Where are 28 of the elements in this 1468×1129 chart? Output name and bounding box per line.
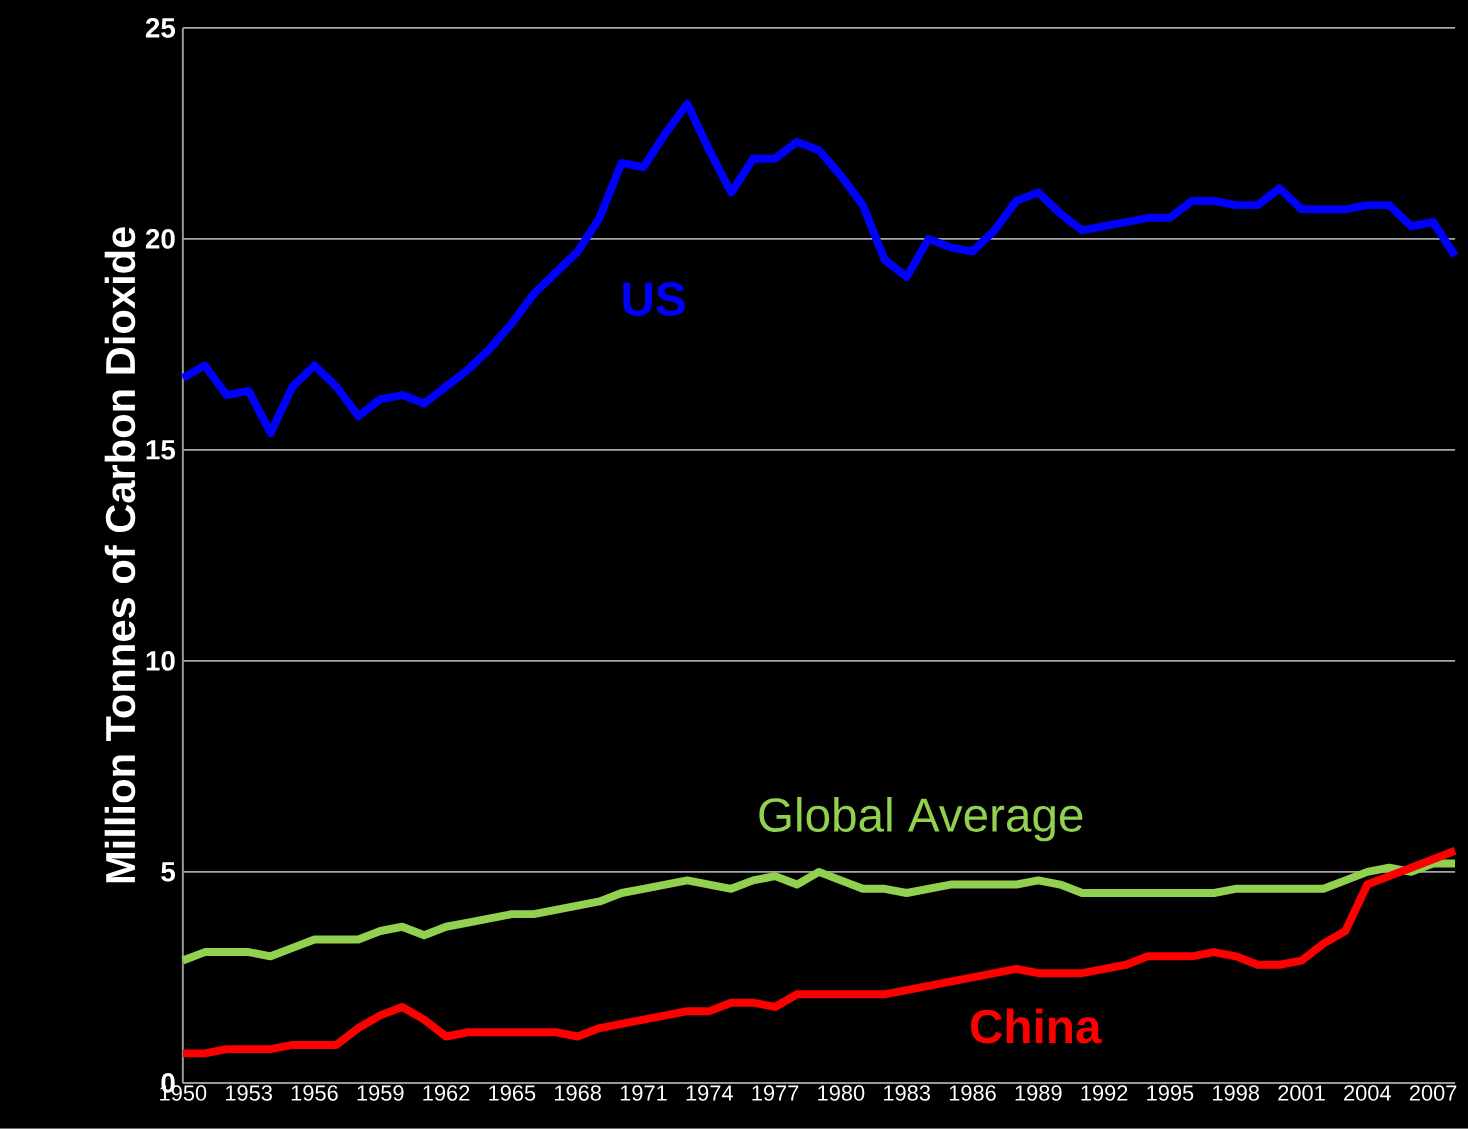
x-tick-label: 1968 — [555, 1085, 601, 1101]
x-tick-label: 1971 — [620, 1085, 667, 1101]
x-tick-label: 1980 — [818, 1085, 865, 1101]
y-tick-label: 15 — [146, 440, 176, 460]
series-label: US — [623, 282, 685, 317]
x-tick-label: 2007 — [1409, 1085, 1457, 1101]
x-tick-label: 1962 — [423, 1085, 470, 1101]
x-tick-label: 1977 — [752, 1085, 799, 1101]
x-tick-label: 1992 — [1081, 1085, 1128, 1101]
x-tick-label: 1995 — [1147, 1085, 1194, 1101]
x-tick-label: 1965 — [489, 1085, 536, 1101]
x-tick-label: 1998 — [1213, 1085, 1260, 1101]
y-tick-label: 5 — [161, 862, 176, 882]
y-tick-label: 20 — [145, 229, 175, 249]
x-tick-label: 1983 — [884, 1085, 930, 1101]
y-tick-label: 25 — [145, 18, 176, 38]
y-axis-title: Million Tonnes of Carbon Dioxide — [104, 227, 136, 883]
x-tick-label: 1956 — [291, 1085, 338, 1101]
series-label: China — [971, 1008, 1102, 1044]
x-tick-label: 1989 — [1015, 1085, 1062, 1101]
x-tick-label: 2004 — [1344, 1085, 1391, 1101]
x-tick-label: 1953 — [226, 1085, 272, 1101]
x-tick-label: 2001 — [1278, 1085, 1325, 1101]
y-tick-label: 10 — [146, 651, 175, 671]
x-tick-label: 1974 — [686, 1085, 733, 1101]
x-tick-label: 1986 — [949, 1085, 996, 1101]
series-label: Global Average — [759, 797, 1083, 842]
x-tick-label: 1959 — [357, 1085, 404, 1101]
